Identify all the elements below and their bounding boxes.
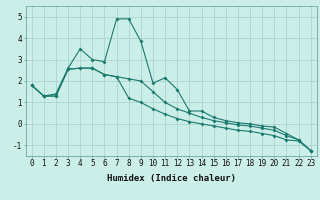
X-axis label: Humidex (Indice chaleur): Humidex (Indice chaleur)	[107, 174, 236, 183]
